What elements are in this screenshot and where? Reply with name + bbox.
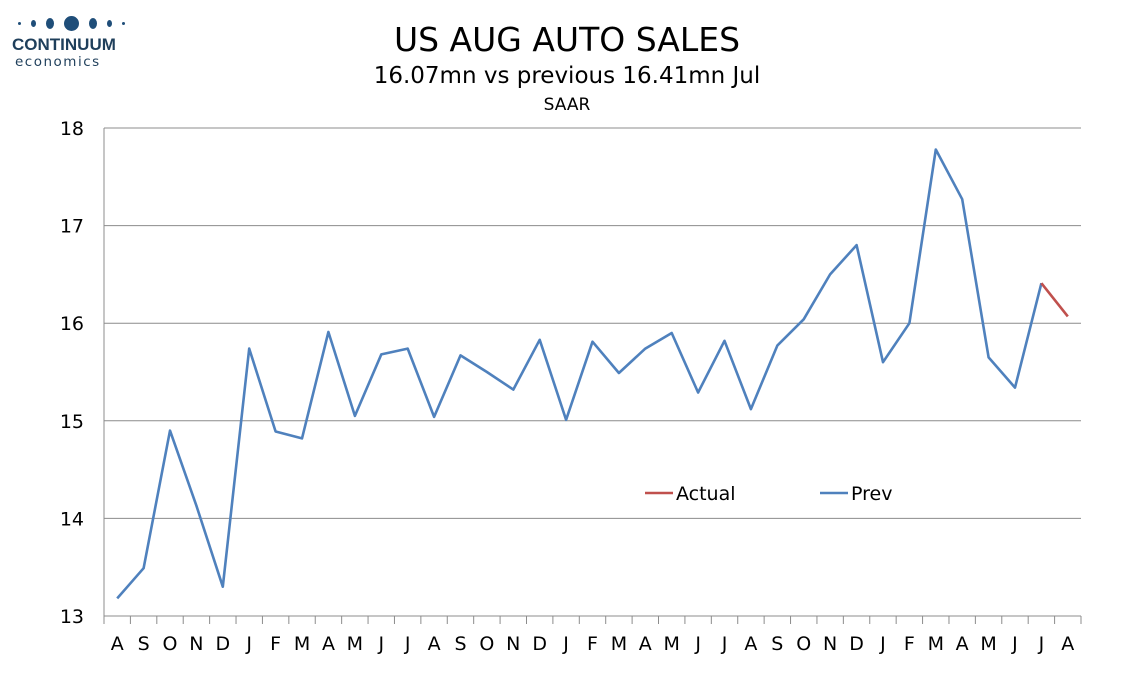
x-tick-label: J <box>879 633 886 655</box>
x-tick-label: D <box>532 633 547 655</box>
y-tick-label: 13 <box>60 606 84 628</box>
x-tick-label: S <box>138 633 150 655</box>
x-tick-label: F <box>587 633 598 655</box>
y-tick-label: 16 <box>60 313 84 335</box>
x-tick-label: M <box>980 633 996 655</box>
x-tick-label: A <box>1061 633 1074 655</box>
x-tick-label: M <box>664 633 680 655</box>
x-tick-label: A <box>639 633 652 655</box>
x-tick-label: D <box>216 633 231 655</box>
legend-label-actual: Actual <box>676 483 736 505</box>
x-tick-label: J <box>694 633 701 655</box>
logo-name: CONTINUUM <box>12 35 116 54</box>
x-tick-label: A <box>956 633 969 655</box>
x-tick-label: O <box>796 633 811 655</box>
x-tick-label: J <box>1038 633 1045 655</box>
legend-label-prev: Prev <box>851 483 892 505</box>
x-tick-label: J <box>404 633 411 655</box>
x-tick-label: S <box>454 633 466 655</box>
x-tick-label: O <box>163 633 178 655</box>
x-tick-label: S <box>771 633 783 655</box>
series-line-prev <box>116 148 1043 600</box>
x-tick-label: O <box>479 633 494 655</box>
x-tick-label: A <box>744 633 757 655</box>
x-tick-label: D <box>849 633 864 655</box>
chart-subtitle: 16.07mn vs previous 16.41mn Jul <box>373 63 761 89</box>
x-tick-label: J <box>721 633 728 655</box>
y-tick-label: 15 <box>60 411 84 433</box>
x-tick-label: A <box>111 633 124 655</box>
x-tick-label: N <box>823 633 837 655</box>
chart-title: US AUG AUTO SALES <box>393 20 741 59</box>
x-tick-label: A <box>322 633 335 655</box>
x-tick-label: J <box>1011 633 1018 655</box>
x-tick-label: M <box>611 633 627 655</box>
x-tick-label: N <box>189 633 203 655</box>
x-tick-label: M <box>928 633 944 655</box>
continuum-economics-logo: CONTINUUM economics <box>12 14 132 76</box>
x-tick-label: A <box>428 633 441 655</box>
chart-subtitle-saar: SAAR <box>543 95 591 115</box>
series-line-actual <box>1040 282 1069 318</box>
x-tick-label: F <box>904 633 915 655</box>
x-tick-label: N <box>506 633 520 655</box>
y-tick-label: 17 <box>60 216 84 238</box>
logo-dots-icon <box>18 14 132 32</box>
y-tick-label: 14 <box>60 508 84 530</box>
x-tick-label: J <box>562 633 569 655</box>
x-tick-label: F <box>270 633 281 655</box>
logo-sub: economics <box>15 54 101 70</box>
x-tick-label: M <box>294 633 310 655</box>
x-tick-label: M <box>347 633 363 655</box>
x-tick-label: J <box>377 633 384 655</box>
y-tick-label: 18 <box>60 118 84 140</box>
x-tick-label: J <box>245 633 252 655</box>
